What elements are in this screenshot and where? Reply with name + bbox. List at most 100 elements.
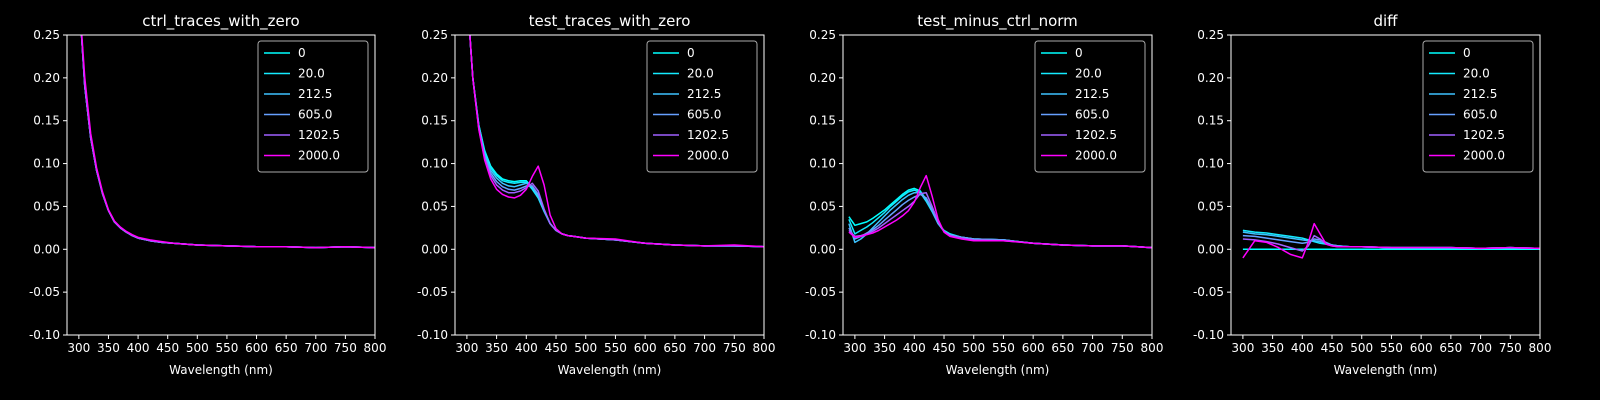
x-tick-label: 350 <box>97 341 120 355</box>
legend-label: 212.5 <box>1075 87 1109 101</box>
x-tick-label: 300 <box>455 341 478 355</box>
y-tick-label: 0.15 <box>421 114 448 128</box>
x-tick-label: 650 <box>663 341 686 355</box>
y-tick-label: -0.10 <box>1193 328 1224 342</box>
x-tick-label: 400 <box>1291 341 1314 355</box>
series-group <box>80 35 375 249</box>
series-line-2000.0 <box>1242 222 1540 259</box>
legend-label: 212.5 <box>298 87 332 101</box>
y-tick-label: 0.15 <box>809 114 836 128</box>
y-tick-label: 0.25 <box>421 28 448 42</box>
legend-label: 212.5 <box>1463 87 1497 101</box>
chart-panel-3: 300 350 400 450 500 550 600 650 700 750 800 -0.10 -0… <box>805 12 1164 377</box>
series-line-20.0 <box>848 189 1152 249</box>
legend-label: 605.0 <box>1075 108 1109 122</box>
x-tick-label: 350 <box>1261 341 1284 355</box>
x-tick-label: 800 <box>753 341 776 355</box>
legend-label: 1202.5 <box>687 128 729 142</box>
y-tick-label: 0.20 <box>809 71 836 85</box>
x-tick-label: 450 <box>1321 341 1344 355</box>
legend-label: 2000.0 <box>298 149 340 163</box>
x-axis-label: Wavelength (nm) <box>558 363 662 377</box>
y-tick-label: 0.15 <box>1197 114 1224 128</box>
x-tick-label: 450 <box>545 341 568 355</box>
x-tick-label: 500 <box>574 341 597 355</box>
x-tick-label: 800 <box>1529 341 1552 355</box>
x-tick-label: 700 <box>693 341 716 355</box>
y-tick-label: -0.10 <box>805 328 836 342</box>
series-group <box>848 174 1152 249</box>
series-line-2000.0 <box>469 35 764 248</box>
series-line-20.0 <box>1242 229 1540 250</box>
y-tick-label: -0.10 <box>29 328 60 342</box>
legend-label: 212.5 <box>687 87 721 101</box>
x-tick-label: 400 <box>515 341 538 355</box>
axes-frame <box>454 34 765 336</box>
legend-label: 20.0 <box>298 67 325 81</box>
series-line-2000.0 <box>81 35 375 249</box>
legend-label: 0 <box>298 46 306 60</box>
y-tick-label: 0.05 <box>809 199 836 213</box>
series-line-2000.0 <box>848 174 1152 249</box>
y-tick-label: 0.20 <box>33 71 60 85</box>
y-tick-label: 0.25 <box>33 28 60 42</box>
chart-title: test_traces_with_zero <box>529 12 691 31</box>
x-axis-label: Wavelength (nm) <box>1334 363 1438 377</box>
x-tick-label: 550 <box>1380 341 1403 355</box>
x-tick-label: 300 <box>1231 341 1254 355</box>
legend-label: 605.0 <box>687 108 721 122</box>
x-tick-label: 600 <box>1022 341 1045 355</box>
chart-title: diff <box>1373 12 1398 30</box>
x-tick-label: 750 <box>1499 341 1522 355</box>
y-tick-label: 0.00 <box>421 242 448 256</box>
x-tick-label: 550 <box>215 341 238 355</box>
chart-panel-1: 300 350 400 450 500 550 600 650 700 750 800 -0.10 -0… <box>29 12 387 377</box>
y-tick-label: 0.10 <box>421 157 448 171</box>
legend-label: 20.0 <box>1463 67 1490 81</box>
chart-panel-2: 300 350 400 450 500 550 600 650 700 750 800 -0.10 -0… <box>417 12 776 377</box>
axes-frame <box>842 34 1153 336</box>
x-tick-label: 750 <box>1111 341 1134 355</box>
x-tick-label: 400 <box>903 341 926 355</box>
y-tick-label: 0.05 <box>421 199 448 213</box>
y-tick-label: 0.00 <box>809 242 836 256</box>
legend-label: 1202.5 <box>1075 128 1117 142</box>
y-tick-label: -0.05 <box>805 285 836 299</box>
x-tick-label: 400 <box>127 341 150 355</box>
x-tick-label: 550 <box>604 341 627 355</box>
x-tick-label: 300 <box>843 341 866 355</box>
x-tick-label: 650 <box>1051 341 1074 355</box>
x-tick-label: 600 <box>1410 341 1433 355</box>
x-tick-label: 550 <box>992 341 1015 355</box>
x-tick-label: 500 <box>186 341 209 355</box>
axes-frame <box>1230 34 1541 336</box>
y-tick-label: 0.00 <box>1197 242 1224 256</box>
y-tick-label: -0.05 <box>417 285 448 299</box>
chart-title: test_minus_ctrl_norm <box>917 12 1078 31</box>
x-tick-label: 500 <box>1350 341 1373 355</box>
series-group <box>1242 222 1540 259</box>
y-tick-label: 0.10 <box>809 157 836 171</box>
x-axis-label: Wavelength (nm) <box>946 363 1050 377</box>
x-tick-label: 650 <box>1439 341 1462 355</box>
x-tick-label: 300 <box>67 341 90 355</box>
x-axis-label: Wavelength (nm) <box>169 363 273 377</box>
y-tick-label: 0.10 <box>33 157 60 171</box>
legend-label: 0 <box>1463 46 1471 60</box>
y-tick-label: 0.25 <box>1197 28 1224 42</box>
legend-label: 2000.0 <box>1463 149 1505 163</box>
x-tick-label: 750 <box>723 341 746 355</box>
legend-label: 1202.5 <box>298 128 340 142</box>
x-tick-label: 750 <box>334 341 357 355</box>
legend-label: 2000.0 <box>687 149 729 163</box>
series-line-0 <box>848 187 1152 249</box>
legend-label: 20.0 <box>1075 67 1102 81</box>
y-tick-label: 0.15 <box>33 114 60 128</box>
y-tick-label: -0.05 <box>1193 285 1224 299</box>
legend-label: 0 <box>1075 46 1083 60</box>
x-tick-label: 700 <box>1081 341 1104 355</box>
x-tick-label: 600 <box>245 341 268 355</box>
legend-label: 605.0 <box>298 108 332 122</box>
x-tick-label: 650 <box>275 341 298 355</box>
x-tick-label: 700 <box>1469 341 1492 355</box>
